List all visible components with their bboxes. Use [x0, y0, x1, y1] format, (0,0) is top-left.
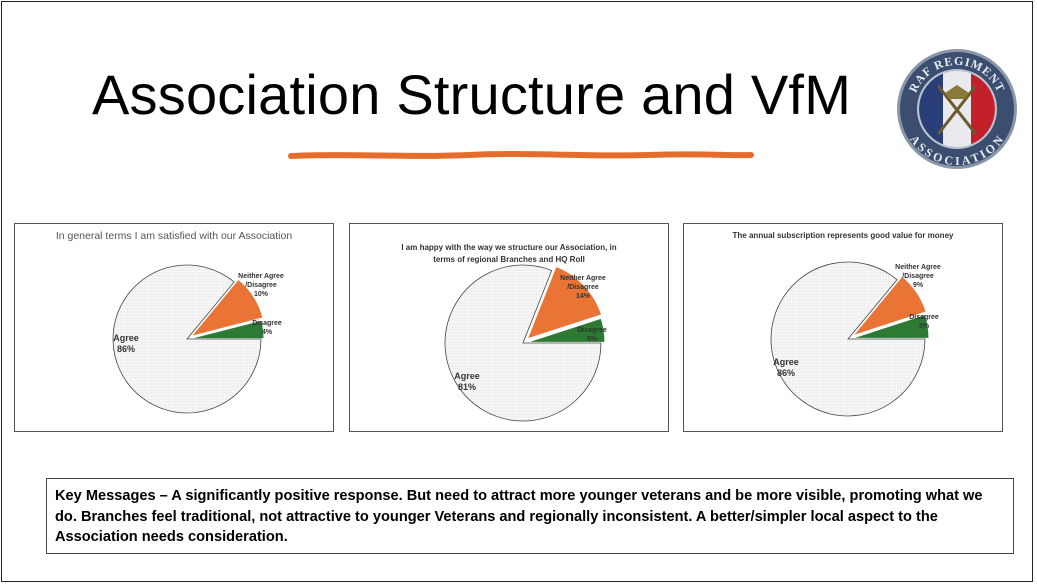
slice-label-agree: Agree 81% — [454, 371, 480, 392]
pie-slice-disagree — [851, 313, 930, 339]
pie-slice-agree — [770, 261, 926, 417]
chart-title: The annual subscription represents good … — [732, 231, 954, 240]
slice-label-agree: Agree 86% — [773, 357, 799, 378]
pie-chart-svg: Agree 86% Neither Agree/Disagree 9% Disagree… — [770, 261, 941, 417]
crown-icon — [945, 85, 969, 99]
pie-slice-neither-agree-disagree — [189, 278, 264, 338]
pie-chart-structure: I am happy with the way we structure our… — [349, 223, 669, 432]
chart-title: In general terms I am satisfied with our… — [55, 230, 293, 242]
chart-title: I am happy with the way we structure our… — [350, 242, 668, 266]
pie-slice-disagree — [526, 317, 606, 343]
pie-chart-svg: Agree 86% Neither Agree/Disagree 10% Disagre… — [112, 264, 284, 414]
slice-label-neither: Neither Agree/Disagree 9% — [895, 264, 941, 289]
slice-label-disagree: Disagree 5% — [909, 314, 939, 330]
pie-slice-neither-agree-disagree — [526, 265, 603, 340]
slice-label-disagree: Disagree 4% — [252, 320, 282, 336]
crossed-rifles-icon — [937, 85, 977, 135]
slice-label-neither: Neither Agree/Disagree 14% — [560, 275, 606, 300]
key-messages-box: Key Messages – A significantly positive … — [46, 478, 1014, 554]
chart-title-line: terms of regional Branches and HQ Roll — [433, 255, 585, 264]
pie-chart-svg: Agree 81% Neither Agree/Disagree 14% Disagre… — [444, 264, 607, 422]
slide-title: Association Structure and VfM — [92, 63, 852, 126]
slice-label-disagree: Disagree 5% — [577, 327, 607, 343]
pie-slice-neither-agree-disagree — [851, 275, 927, 337]
pie-slice-agree — [444, 264, 602, 422]
pie-slice-agree — [112, 264, 262, 414]
slice-label-agree: Agree 86% — [113, 333, 139, 354]
chart-title-line: I am happy with the way we structure our… — [401, 243, 617, 252]
pie-slice-disagree — [189, 319, 265, 340]
association-logo: RAF REGIMENT ASSOCIATION — [897, 49, 1017, 169]
title-underline — [288, 151, 754, 159]
slice-label-neither: Neither Agree/Disagree 10% — [238, 273, 284, 298]
pie-chart-satisfaction: In general terms I am satisfied with our… — [14, 223, 334, 432]
pie-chart-value-for-money: The annual subscription represents good … — [683, 223, 1003, 432]
